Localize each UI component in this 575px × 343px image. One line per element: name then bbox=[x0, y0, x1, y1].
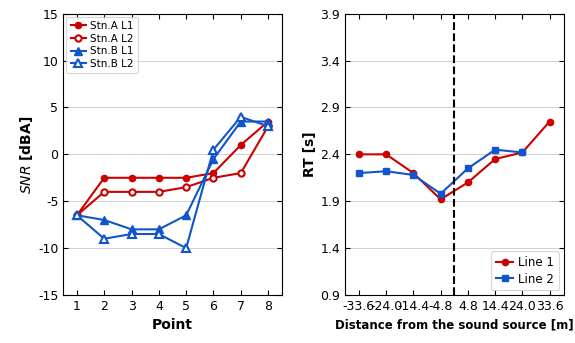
Line 2 bbox=[519, 151, 526, 155]
Line 2 bbox=[355, 171, 362, 175]
Line: Line 2: Line 2 bbox=[356, 146, 526, 197]
Stn.B L1 bbox=[264, 119, 271, 123]
Stn.A L2 bbox=[155, 190, 162, 194]
Line 1 bbox=[492, 157, 499, 161]
Stn.A L2 bbox=[210, 176, 217, 180]
Stn.A L1 bbox=[74, 213, 81, 217]
Line 1 bbox=[546, 119, 553, 123]
Line: Stn.B L1: Stn.B L1 bbox=[73, 118, 272, 233]
Line: Stn.A L1: Stn.A L1 bbox=[74, 118, 271, 218]
Stn.B L1 bbox=[128, 227, 135, 232]
Stn.A L1 bbox=[210, 171, 217, 175]
Line 1 bbox=[519, 151, 526, 155]
Line 1 bbox=[465, 180, 471, 185]
Stn.A L2 bbox=[101, 190, 108, 194]
Stn.A L2 bbox=[264, 124, 271, 128]
Stn.A L2 bbox=[128, 190, 135, 194]
Stn.B L2 bbox=[210, 147, 217, 152]
Line 2 bbox=[410, 173, 417, 177]
Y-axis label: $\mathit{SNR}$ [dBA]: $\mathit{SNR}$ [dBA] bbox=[18, 115, 35, 193]
Legend: Line 1, Line 2: Line 1, Line 2 bbox=[491, 251, 559, 290]
Stn.B L2 bbox=[101, 237, 108, 241]
Stn.B L2 bbox=[155, 232, 162, 236]
Stn.A L2 bbox=[183, 185, 190, 189]
Line 2 bbox=[465, 166, 471, 170]
Stn.B L1 bbox=[101, 218, 108, 222]
Stn.B L2 bbox=[264, 124, 271, 128]
Stn.B L1 bbox=[74, 213, 81, 217]
Line 2 bbox=[383, 169, 390, 173]
Line: Line 1: Line 1 bbox=[356, 118, 553, 202]
Legend: Stn.A L1, Stn.A L2, Stn.B L1, Stn.B L2: Stn.A L1, Stn.A L2, Stn.B L1, Stn.B L2 bbox=[66, 17, 138, 73]
Stn.B L2 bbox=[74, 213, 81, 217]
Line 2 bbox=[437, 192, 444, 196]
X-axis label: Distance from the sound source [m]: Distance from the sound source [m] bbox=[335, 318, 574, 331]
Line 1 bbox=[410, 171, 417, 175]
Stn.B L1 bbox=[210, 157, 217, 161]
Stn.A L1 bbox=[264, 119, 271, 123]
Stn.A L1 bbox=[183, 176, 190, 180]
Stn.B L1 bbox=[183, 213, 190, 217]
Line 1 bbox=[355, 152, 362, 156]
Line 1 bbox=[383, 152, 390, 156]
Stn.A L1 bbox=[237, 143, 244, 147]
Line: Stn.B L2: Stn.B L2 bbox=[73, 113, 272, 252]
Line 1 bbox=[437, 197, 444, 201]
Stn.A L1 bbox=[128, 176, 135, 180]
Stn.A L1 bbox=[101, 176, 108, 180]
Stn.B L2 bbox=[183, 246, 190, 250]
Stn.A L2 bbox=[237, 171, 244, 175]
Stn.B L1 bbox=[155, 227, 162, 232]
Stn.B L2 bbox=[128, 232, 135, 236]
Stn.B L1 bbox=[237, 119, 244, 123]
Stn.B L2 bbox=[237, 115, 244, 119]
Y-axis label: RT [s]: RT [s] bbox=[304, 131, 317, 177]
X-axis label: Point: Point bbox=[152, 318, 193, 332]
Line 2 bbox=[492, 147, 499, 152]
Stn.A L1 bbox=[155, 176, 162, 180]
Line: Stn.A L2: Stn.A L2 bbox=[74, 123, 271, 218]
Stn.A L2 bbox=[74, 213, 81, 217]
